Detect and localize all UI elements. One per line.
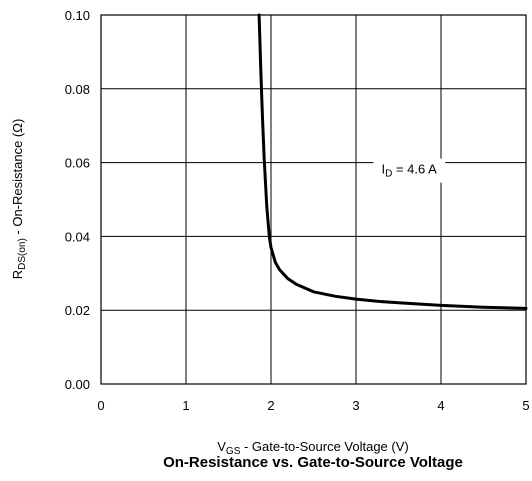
x-tick-label: 4 <box>437 398 444 413</box>
y-tick-label: 0.10 <box>65 8 90 23</box>
y-tick-label: 0.06 <box>65 156 90 171</box>
x-tick-label: 5 <box>522 398 529 413</box>
tick-labels: 0 1 2 3 4 5 0.00 0.02 0.04 0.06 0.08 0.10 <box>65 8 530 413</box>
y-tick-label: 0.02 <box>65 303 90 318</box>
x-axis-title: VGS - Gate-to-Source Voltage (V) <box>217 439 408 457</box>
grid <box>100 14 527 385</box>
x-tick-label: 0 <box>97 398 104 413</box>
chart-title: On-Resistance vs. Gate-to-Source Voltage <box>163 454 463 471</box>
series-line <box>257 13 528 310</box>
annotation-background <box>373 158 446 183</box>
y-tick-label: 0.00 <box>65 377 90 392</box>
plot-frame <box>100 14 527 385</box>
y-tick-label: 0.08 <box>65 82 90 97</box>
y-axis-title: RDS(on) - On-Resistance (Ω) <box>10 119 28 280</box>
x-tick-label: 1 <box>182 398 189 413</box>
plot-area <box>257 13 528 310</box>
x-tick-label: 3 <box>352 398 359 413</box>
x-tick-label: 2 <box>267 398 274 413</box>
y-tick-label: 0.04 <box>65 229 90 244</box>
annotation-label: ID = 4.6 A <box>382 162 438 180</box>
